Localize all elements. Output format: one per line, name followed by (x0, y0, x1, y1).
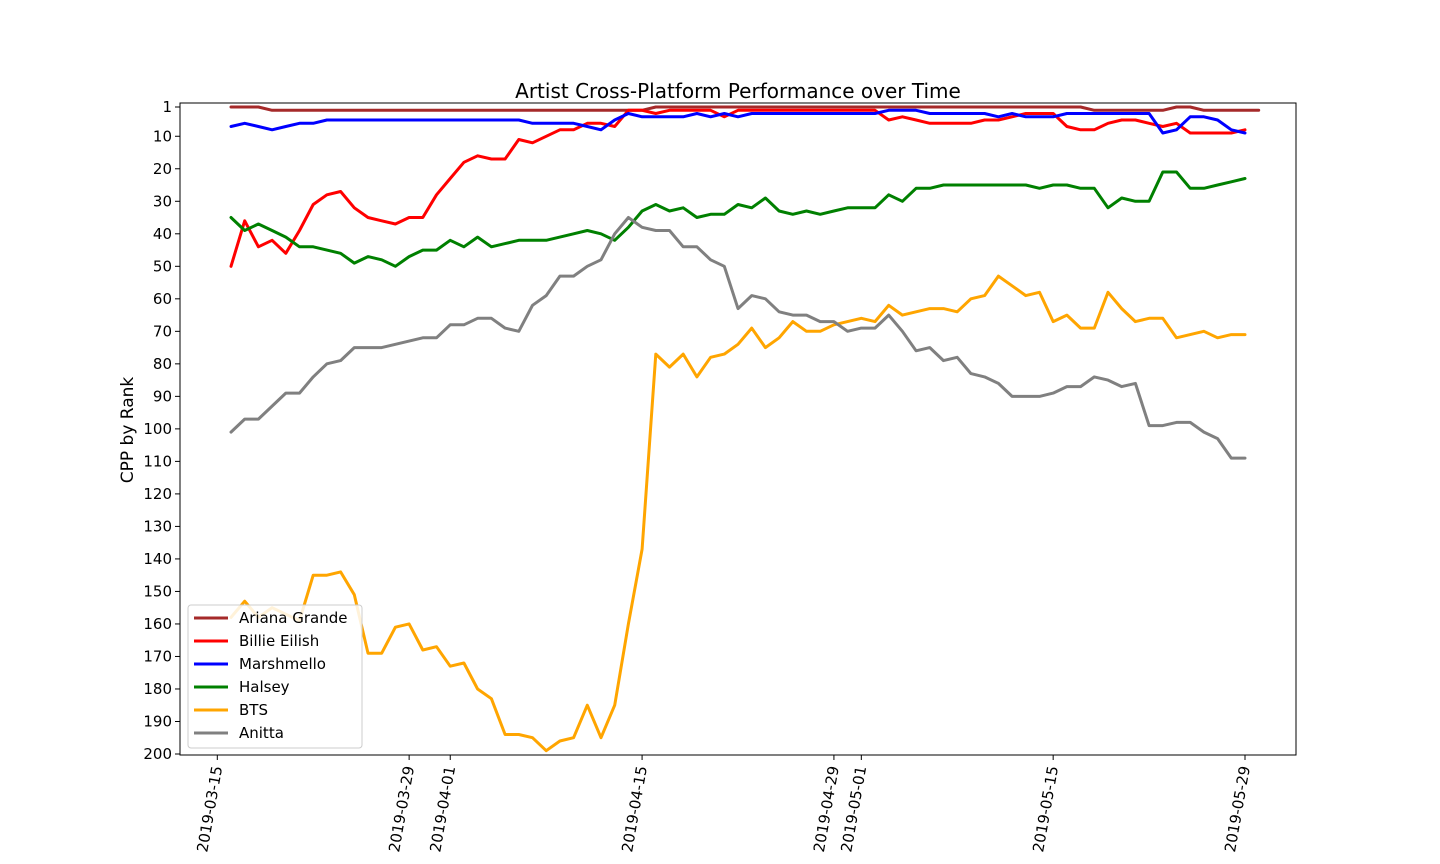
plot-area (179, 102, 1297, 756)
y-tick-label: 120 (143, 485, 172, 503)
legend-label: BTS (239, 701, 268, 719)
x-tick-label: 2019-05-01 (837, 765, 870, 854)
x-tick-label: 2019-03-29 (385, 765, 418, 854)
y-tick-label: 130 (143, 517, 172, 535)
legend-box (187, 604, 363, 749)
y-tick-label: 70 (153, 322, 172, 340)
y-tick-label: 80 (153, 355, 172, 373)
series-line-billie-eilish (229, 108, 1247, 268)
y-tick-label: 50 (153, 257, 172, 275)
y-tick-label: 140 (143, 550, 172, 568)
legend-label: Billie Eilish (239, 632, 319, 650)
series-line-halsey (229, 170, 1247, 268)
legend-label: Halsey (239, 678, 290, 696)
x-axis: 2019-03-15 2019-03-29 2019-04-01 2019-04-15… (193, 755, 1254, 854)
series-line-ariana-grande (229, 105, 1261, 112)
y-tick-label: 100 (143, 420, 172, 438)
x-tick-label: 2019-05-15 (1029, 765, 1062, 854)
y-tick-label: 110 (143, 452, 172, 470)
y-tick-label: 60 (153, 290, 172, 308)
y-tick-label: 180 (143, 680, 172, 698)
series-group (229, 105, 1261, 753)
y-tick-label: 190 (143, 712, 172, 730)
series-line-anitta (229, 216, 1247, 460)
y-tick-label: 40 (153, 225, 172, 243)
y-tick-label: 20 (153, 160, 172, 178)
y-axis: 1102030405060708090100110120130140150160… (143, 98, 180, 763)
legend-label: Anitta (239, 724, 284, 742)
series-line-bts (229, 274, 1247, 753)
x-tick-label: 2019-04-01 (426, 765, 459, 854)
chart-title: Artist Cross-Platform Performance over T… (515, 79, 961, 103)
legend-label: Marshmello (239, 655, 326, 673)
x-tick-label: 2019-04-15 (618, 765, 651, 854)
y-tick-label: 170 (143, 647, 172, 665)
y-tick-label: 200 (143, 745, 172, 763)
y-tick-label: 30 (153, 192, 172, 210)
x-tick-label: 2019-04-29 (810, 765, 843, 854)
x-tick-label: 2019-03-15 (193, 765, 226, 854)
legend: Ariana Grande Billie Eilish Marshmello Hals… (187, 604, 363, 749)
y-tick-label: 160 (143, 615, 172, 633)
legend-label: Ariana Grande (239, 609, 348, 627)
y-tick-label: 10 (153, 127, 172, 145)
series-line-marshmello (229, 108, 1247, 135)
y-axis-label: CPP by Rank (118, 377, 138, 484)
y-tick-label: 90 (153, 387, 172, 405)
y-tick-label: 1 (162, 98, 172, 116)
y-tick-label: 150 (143, 582, 172, 600)
x-tick-label: 2019-05-29 (1221, 765, 1254, 854)
